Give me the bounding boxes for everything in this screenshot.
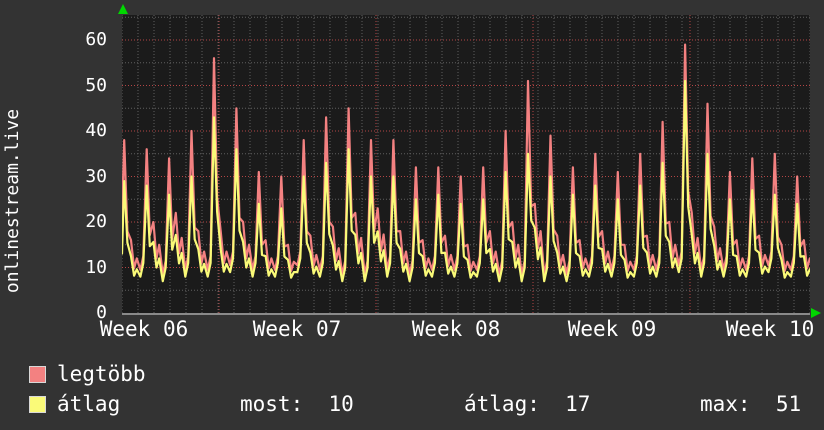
stat-most: most: 10 [240,392,354,416]
legend-label-legtobb: legtöbb [57,362,146,386]
legend-swatch-legtobb [29,366,46,383]
x-tick-week-09: Week 09 [567,317,657,341]
plot-area [122,15,810,315]
x-tick-week-10: Week 10 [725,317,815,341]
stat-max: max: 51 [700,392,802,416]
x-tick-week-08: Week 08 [411,317,501,341]
y-tick-10: 10 [85,256,107,278]
legend-label-atlag: átlag [57,392,121,416]
series-line-atlag [122,79,810,283]
series-line-legtobb [122,43,810,276]
y-tick-0: 0 [96,302,107,323]
y-tick-20: 20 [85,211,107,232]
y-tick-50: 50 [85,74,107,96]
x-tick-week-06: Week 06 [99,317,189,341]
y-tick-30: 30 [85,165,107,187]
x-axis-arrow-icon [811,308,821,318]
stat-atlag: átlag: 17 [464,392,591,416]
y-tick-60: 60 [85,29,107,50]
legend-swatch-atlag [29,396,46,413]
x-tick-week-07: Week 07 [252,317,342,341]
y-tick-40: 40 [85,120,107,141]
y-axis-arrow-icon [118,4,128,14]
chart-canvas [122,15,810,313]
